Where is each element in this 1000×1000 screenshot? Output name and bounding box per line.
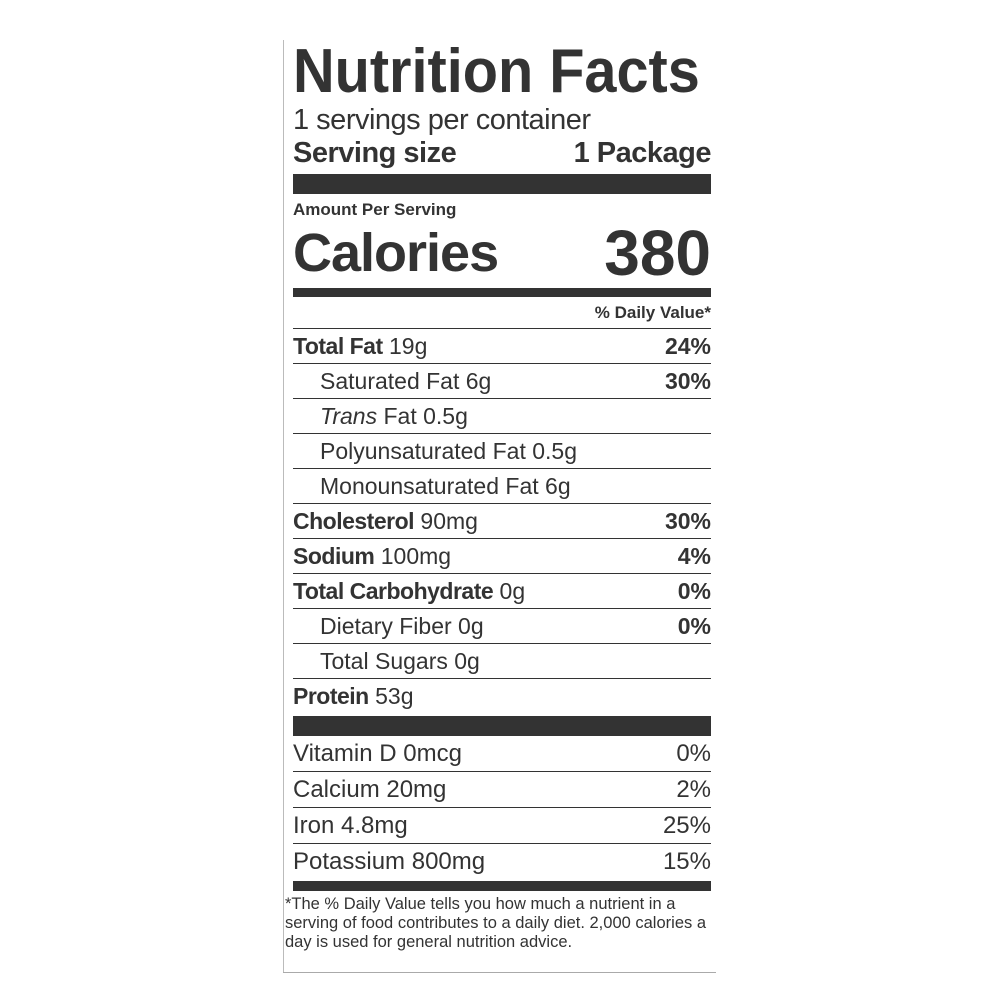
nutrient-name: Saturated Fat xyxy=(320,368,460,394)
vitamin-amount: 800mg xyxy=(411,848,486,875)
nutrient-name-amount: Sodium 100mg xyxy=(293,541,451,571)
vitamin-amount: 0mcg xyxy=(403,740,462,767)
vitamin-daily-value: 15% xyxy=(662,848,711,875)
nutrition-facts-label: Nutrition Facts 1 servings per container… xyxy=(285,37,712,952)
serving-size-label: Serving size xyxy=(293,137,457,169)
calories-label: Calories xyxy=(293,223,499,283)
daily-value-header: % Daily Value* xyxy=(293,303,711,329)
nutrient-name: Total Carbohydrate xyxy=(293,578,494,604)
vitamin-daily-value: 0% xyxy=(676,740,711,767)
nutrient-name: Total Sugars xyxy=(320,648,448,674)
vitamin-name: Potassium xyxy=(293,848,406,875)
vitamin-list: Vitamin D 0mcg 0% Calcium 20mg 2% Iron 4.8mg… xyxy=(293,736,711,879)
nutrient-daily-value: 30% xyxy=(664,508,711,534)
nutrient-amount: 53g xyxy=(375,683,414,709)
vitamin-name-amount: Potassium 800mg xyxy=(293,844,485,879)
nutrient-amount: 6g xyxy=(545,473,571,499)
footnote: *The % Daily Value tells you how much a … xyxy=(285,895,706,951)
nutrient-row: Sodium 100mg 4% xyxy=(293,539,711,574)
nutrient-row: Saturated Fat 6g 30% xyxy=(293,364,711,399)
nutrient-amount: 90mg xyxy=(420,508,478,534)
nutrient-name: Protein xyxy=(293,683,369,709)
nutrient-name-amount: Total Fat 19g xyxy=(293,331,427,361)
nutrient-name-amount: Dietary Fiber 0g xyxy=(320,611,484,641)
nutrient-daily-value: 4% xyxy=(677,543,711,569)
nutrient-name-amount: Total Carbohydrate 0g xyxy=(293,576,525,606)
label-border xyxy=(283,40,284,972)
vitamin-row: Potassium 800mg 15% xyxy=(293,844,711,879)
vitamin-name-amount: Calcium 20mg xyxy=(293,772,446,807)
nutrient-row: Polyunsaturated Fat 0.5g xyxy=(293,434,711,469)
nutrient-row: Total Sugars 0g xyxy=(293,644,711,679)
vitamin-row: Vitamin D 0mcg 0% xyxy=(293,736,711,772)
nutrient-name-amount: Polyunsaturated Fat 0.5g xyxy=(320,436,577,466)
label-bottom-border xyxy=(283,972,716,973)
nutrient-daily-value: 0% xyxy=(677,613,711,639)
nutrient-row: Total Fat 19g 24% xyxy=(293,329,711,364)
nutrient-name-amount: Trans Fat 0.5g xyxy=(320,401,468,431)
divider-thick xyxy=(293,174,711,194)
nutrient-daily-value: 24% xyxy=(664,333,711,359)
nutrient-name: Sodium xyxy=(293,543,375,569)
nutrient-amount: 0.5g xyxy=(423,403,468,429)
nutrient-name-amount: Monounsaturated Fat 6g xyxy=(320,471,571,501)
vitamin-amount: 20mg xyxy=(386,776,447,803)
nutrient-name-suffix: Fat xyxy=(383,403,417,429)
nutrient-row: Cholesterol 90mg 30% xyxy=(293,504,711,539)
nutrient-row: Total Carbohydrate 0g 0% xyxy=(293,574,711,609)
nutrient-daily-value: 0% xyxy=(677,578,711,604)
divider-thick xyxy=(293,716,711,736)
nutrient-row: Dietary Fiber 0g 0% xyxy=(293,609,711,644)
nutrient-amount: 0g xyxy=(458,613,484,639)
calories-row: Calories 380 xyxy=(293,220,711,286)
nutrient-row: Protein 53g xyxy=(293,679,711,713)
vitamin-daily-value: 2% xyxy=(676,776,711,803)
nutrient-name-amount: Saturated Fat 6g xyxy=(320,366,491,396)
nutrient-name-amount: Protein 53g xyxy=(293,681,414,711)
vitamin-row: Iron 4.8mg 25% xyxy=(293,808,711,844)
servings-per-container: 1 servings per container xyxy=(293,104,591,136)
vitamin-name-amount: Vitamin D 0mcg xyxy=(293,736,462,771)
nutrient-amount: 0g xyxy=(454,648,480,674)
nutrient-name: Cholesterol xyxy=(293,508,415,534)
nutrient-amount: 6g xyxy=(465,368,492,394)
vitamin-daily-value: 25% xyxy=(662,812,711,839)
nutrient-name: Trans xyxy=(320,403,378,429)
vitamin-name: Calcium xyxy=(293,776,380,803)
nutrient-row: Monounsaturated Fat 6g xyxy=(293,469,711,504)
calories-value: 380 xyxy=(604,217,711,289)
nutrient-name-amount: Total Sugars 0g xyxy=(320,646,480,676)
nutrient-amount: 100mg xyxy=(380,543,452,569)
divider-medium xyxy=(293,288,711,297)
nutrient-list: Total Fat 19g 24% Saturated Fat 6g 30% Trans… xyxy=(293,329,711,713)
vitamin-name-amount: Iron 4.8mg xyxy=(293,808,408,843)
nutrient-amount: 0g xyxy=(499,578,526,604)
nutrient-name: Dietary Fiber xyxy=(320,613,452,639)
vitamin-name: Vitamin D xyxy=(293,740,397,767)
nutrient-amount: 19g xyxy=(389,333,428,359)
serving-size-row: Serving size 1 Package xyxy=(293,136,712,170)
nutrient-daily-value: 30% xyxy=(664,368,711,394)
nutrient-amount: 0.5g xyxy=(532,438,577,464)
vitamin-row: Calcium 20mg 2% xyxy=(293,772,711,808)
nutrient-name: Total Fat xyxy=(293,333,383,359)
vitamin-amount: 4.8mg xyxy=(341,812,408,839)
nutrient-name-amount: Cholesterol 90mg xyxy=(293,506,478,536)
amount-per-serving: Amount Per Serving xyxy=(293,200,457,219)
divider-medium xyxy=(293,881,711,891)
nutrient-name: Polyunsaturated Fat xyxy=(320,438,526,464)
nutrient-name: Monounsaturated Fat xyxy=(320,473,539,499)
vitamin-name: Iron xyxy=(293,812,335,839)
nutrient-row: Trans Fat 0.5g xyxy=(293,399,711,434)
serving-size-value: 1 Package xyxy=(573,137,712,169)
label-title: Nutrition Facts xyxy=(293,37,700,106)
